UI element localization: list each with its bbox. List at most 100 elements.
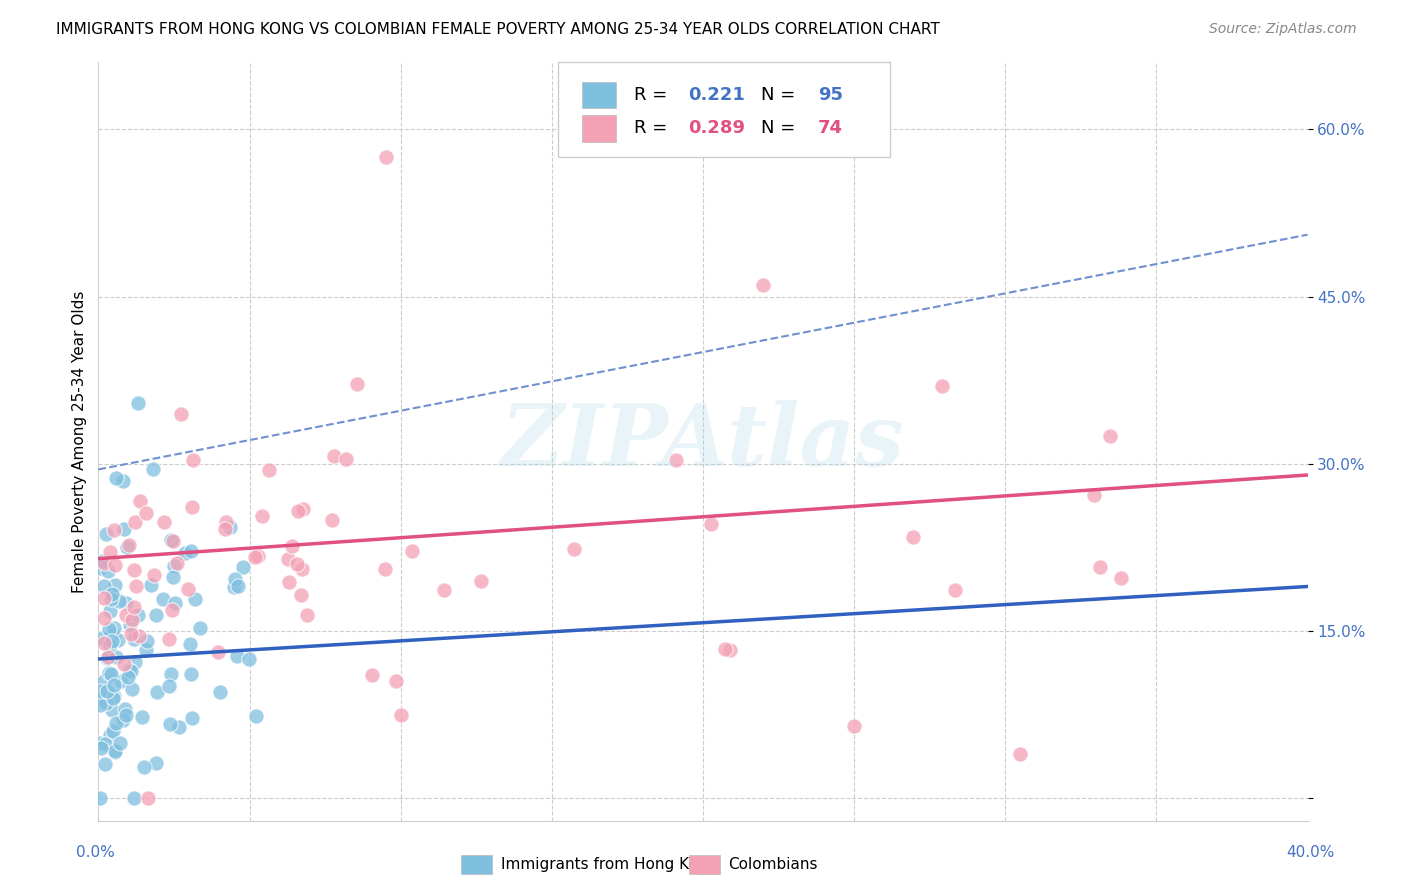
Point <box>163 559 186 574</box>
Point <box>718 643 741 657</box>
Point <box>118 663 141 677</box>
Point <box>91 554 114 568</box>
Point <box>97 650 120 665</box>
Point <box>322 449 344 463</box>
Point <box>100 633 122 648</box>
Point <box>114 702 136 716</box>
Point <box>122 791 145 805</box>
Point <box>238 652 260 666</box>
Point <box>101 628 124 642</box>
Point <box>93 611 115 625</box>
Point <box>1111 571 1133 585</box>
Point <box>131 710 153 724</box>
Point <box>100 591 122 606</box>
Point <box>1090 560 1112 574</box>
Point <box>98 545 121 559</box>
Point <box>128 629 150 643</box>
Point <box>111 474 134 488</box>
Point <box>135 643 157 657</box>
Point <box>136 791 159 805</box>
Point <box>207 645 229 659</box>
Point <box>117 670 139 684</box>
Point <box>374 562 396 576</box>
Point <box>177 582 200 596</box>
Point <box>145 756 167 771</box>
Point <box>101 587 124 601</box>
Point <box>121 613 143 627</box>
Point <box>844 719 866 733</box>
Point <box>98 604 121 618</box>
Point <box>157 679 180 693</box>
Point <box>1010 747 1032 761</box>
Point <box>1083 488 1105 502</box>
FancyBboxPatch shape <box>582 115 616 142</box>
Point <box>103 689 125 703</box>
Point <box>160 667 183 681</box>
Point <box>120 627 142 641</box>
Point <box>135 506 157 520</box>
Point <box>103 724 125 739</box>
Point <box>222 580 245 594</box>
Point <box>166 556 188 570</box>
Point <box>184 591 207 606</box>
Point <box>664 452 686 467</box>
Point <box>245 708 267 723</box>
Point <box>112 657 135 671</box>
Text: 0.289: 0.289 <box>689 120 745 137</box>
Point <box>101 691 124 706</box>
FancyBboxPatch shape <box>582 82 616 108</box>
Point <box>162 603 184 617</box>
Text: 95: 95 <box>818 86 842 104</box>
Point <box>180 667 202 681</box>
Point <box>170 407 193 421</box>
Point <box>159 533 181 547</box>
Point <box>89 698 111 712</box>
Point <box>98 638 121 652</box>
Point <box>127 608 149 623</box>
Point <box>181 452 204 467</box>
Point <box>752 278 775 293</box>
Point <box>94 756 117 771</box>
Point <box>104 746 127 760</box>
Point <box>110 674 132 689</box>
Point <box>103 621 125 635</box>
Point <box>124 655 146 669</box>
Point <box>115 596 138 610</box>
Point <box>180 711 202 725</box>
Point <box>224 572 246 586</box>
Point <box>132 759 155 773</box>
Point <box>93 673 115 688</box>
Point <box>287 557 309 571</box>
Point <box>179 637 201 651</box>
Point <box>174 546 197 560</box>
Point <box>93 591 115 605</box>
Point <box>93 636 115 650</box>
Point <box>226 649 249 664</box>
Point <box>89 683 111 698</box>
Point <box>105 649 128 664</box>
Point <box>121 682 143 697</box>
Point <box>118 618 141 632</box>
Point <box>114 608 136 623</box>
Point <box>250 508 273 523</box>
Text: Immigrants from Hong Kong: Immigrants from Hong Kong <box>501 857 717 871</box>
Text: ZIPAtlas: ZIPAtlas <box>501 400 905 483</box>
Point <box>943 583 966 598</box>
Point <box>101 703 124 717</box>
Point <box>98 622 121 636</box>
Point <box>292 502 315 516</box>
Point <box>1098 428 1121 442</box>
Point <box>111 713 134 727</box>
Point <box>564 541 586 556</box>
Point <box>214 515 236 529</box>
Point <box>209 685 232 699</box>
Point <box>103 678 125 692</box>
Point <box>124 515 146 529</box>
Text: IMMIGRANTS FROM HONG KONG VS COLOMBIAN FEMALE POVERTY AMONG 25-34 YEAR OLDS CORR: IMMIGRANTS FROM HONG KONG VS COLOMBIAN F… <box>56 22 941 37</box>
Point <box>142 568 165 582</box>
Point <box>433 583 456 598</box>
Point <box>281 539 304 553</box>
Point <box>124 600 146 615</box>
Point <box>152 591 174 606</box>
Point <box>169 720 191 734</box>
